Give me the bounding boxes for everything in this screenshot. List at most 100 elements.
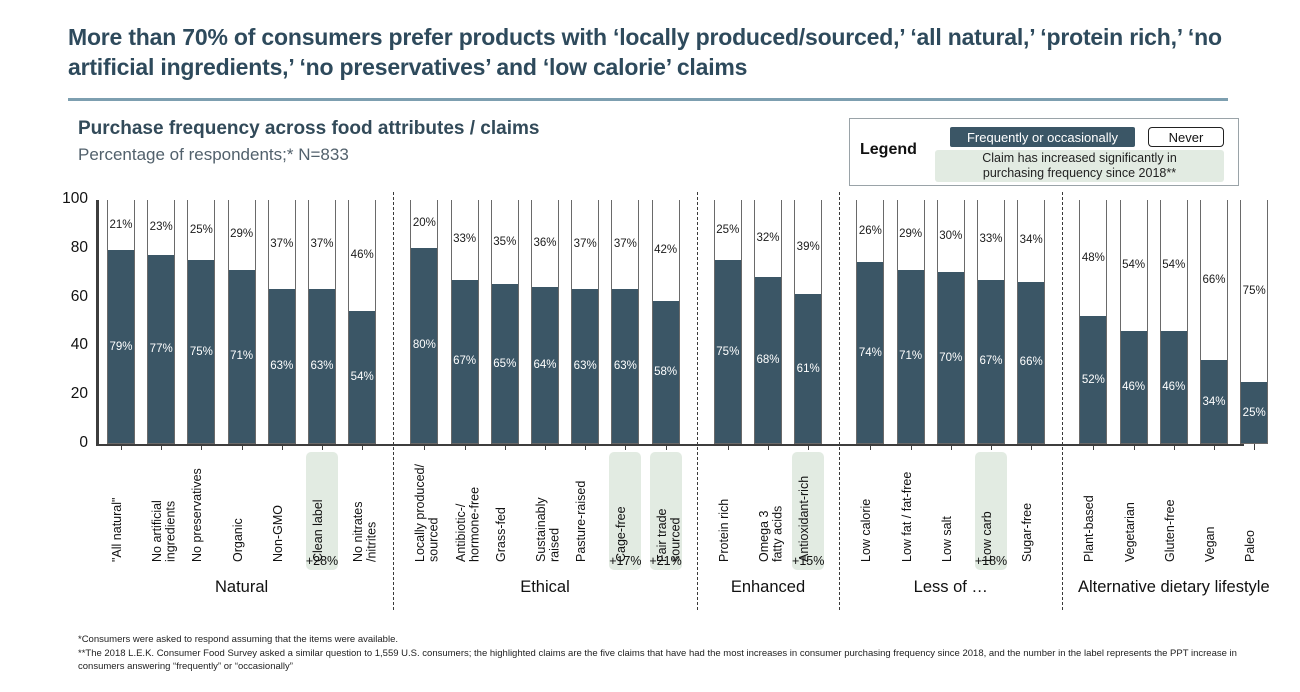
x-axis-category-label: Organic <box>230 518 245 562</box>
stacked-bar[interactable]: 39% 61% <box>794 199 823 444</box>
bar-segment-never: 37% <box>572 199 599 290</box>
group-separator <box>839 192 841 610</box>
bar-segment-never: 34% <box>1018 199 1045 282</box>
x-axis-category-label: Omega 3 fatty acids <box>757 505 785 562</box>
bar-segment-frequently: 46% <box>1120 330 1147 443</box>
bar-segment-never: 33% <box>451 199 478 280</box>
stacked-bar[interactable]: 25% 75% <box>713 199 742 444</box>
stacked-bar[interactable]: 21% 79% <box>107 199 135 444</box>
x-axis-category-label: Cage-free <box>614 506 629 562</box>
x-axis-tick <box>950 444 952 450</box>
y-axis-tick-label: 40 <box>70 336 88 354</box>
bar-segment-never: 29% <box>897 199 924 270</box>
bar-segment-never: 39% <box>795 199 822 295</box>
x-axis-category-label: Pasture-raised <box>574 480 589 562</box>
stacked-bar[interactable]: 34% 66% <box>1017 199 1046 444</box>
x-axis-tick <box>241 444 243 450</box>
bar-segment-frequently: 74% <box>857 262 884 443</box>
x-axis-category-label: No nitrates /nitrites <box>351 501 379 562</box>
legend-highlight-note: Claim has increased significantly in pur… <box>935 150 1224 182</box>
x-axis-category-label: Antibiotic-/ hormone-free <box>453 486 482 562</box>
x-axis-tick <box>1133 444 1135 450</box>
stacked-bar[interactable]: 33% 67% <box>977 199 1005 444</box>
stacked-bar[interactable]: 29% 71% <box>227 199 256 444</box>
bar-segment-never: 33% <box>978 199 1004 280</box>
x-axis-category-label: Clean label <box>311 499 325 562</box>
bar-segment-frequently: 80% <box>411 247 438 443</box>
legend-note-line-2: purchasing frequency since 2018** <box>982 166 1177 180</box>
stacked-bar[interactable]: 35% 65% <box>490 199 519 444</box>
x-axis-tick <box>1173 444 1175 450</box>
x-axis-tick <box>281 444 283 450</box>
stacked-bar[interactable]: 33% 67% <box>450 199 479 444</box>
stacked-bar[interactable]: 36% 64% <box>531 199 559 444</box>
legend-swatch-never: Never <box>1148 127 1224 147</box>
bar-segment-frequently: 25% <box>1241 382 1268 443</box>
highlight-band <box>649 452 682 570</box>
x-axis-tick <box>665 444 667 450</box>
bar-segment-never: 37% <box>612 199 639 290</box>
x-axis-category-label: Non-GMO <box>270 505 285 562</box>
page-headline: More than 70% of consumers prefer produc… <box>68 24 1222 81</box>
stacked-bar[interactable]: 23% 77% <box>147 199 176 444</box>
stacked-bar[interactable]: 75% 25% <box>1240 199 1269 444</box>
bar-segment-never: 37% <box>309 199 335 290</box>
x-axis-category-label: Vegetarian <box>1122 502 1137 562</box>
bar-segment-never: 54% <box>1120 199 1147 331</box>
stacked-bar[interactable]: 48% 52% <box>1079 199 1108 444</box>
stacked-bar[interactable]: 29% 71% <box>896 199 925 444</box>
bar-segment-never: 42% <box>652 199 679 302</box>
bar-segment-frequently: 64% <box>532 286 558 443</box>
bar-segment-never: 32% <box>755 199 781 278</box>
chart-subtitle: Percentage of respondents;* N=833 <box>78 145 349 164</box>
bar-segment-never: 35% <box>491 199 518 285</box>
x-axis-category-label: Plant-based <box>1082 495 1097 562</box>
stacked-bar[interactable]: 54% 46% <box>1119 199 1148 444</box>
x-axis-category-label: Sustainably raised <box>534 497 562 562</box>
stacked-bar[interactable]: 42% 58% <box>651 199 680 444</box>
x-axis-tick <box>1093 444 1095 450</box>
bar-segment-never: 30% <box>937 199 964 273</box>
x-axis-tick <box>585 444 587 450</box>
bar-segment-never: 20% <box>411 199 438 248</box>
x-axis-category-label: Locally produced/ sourced <box>413 464 441 562</box>
stacked-bar[interactable]: 37% 63% <box>267 199 296 444</box>
stacked-bar[interactable]: 32% 68% <box>754 199 782 444</box>
group-separator <box>393 192 395 610</box>
delta-label: +28% <box>305 554 339 568</box>
bar-segment-frequently: 68% <box>755 277 781 443</box>
stacked-bar[interactable]: 37% 63% <box>308 199 336 444</box>
bar-segment-never: 25% <box>714 199 741 260</box>
x-axis-category-label: Protein rich <box>716 498 731 562</box>
delta-label: +18% <box>974 554 1008 568</box>
bar-segment-frequently: 70% <box>937 272 964 443</box>
stacked-bar[interactable]: 30% 70% <box>936 199 965 444</box>
x-axis-category-label: Vegan <box>1203 526 1217 562</box>
bar-segment-frequently: 61% <box>795 294 822 443</box>
stacked-bar[interactable]: 37% 63% <box>571 199 600 444</box>
bar-segment-never: 54% <box>1160 199 1187 331</box>
stacked-bar[interactable]: 37% 63% <box>611 199 640 444</box>
stacked-bar[interactable]: 54% 46% <box>1159 199 1188 444</box>
x-axis-tick <box>1214 444 1215 450</box>
stacked-bar[interactable]: 20% 80% <box>410 199 439 444</box>
stacked-bar[interactable]: 66% 34% <box>1200 199 1228 444</box>
group-label: Ethical <box>520 578 570 596</box>
bar-segment-frequently: 71% <box>228 269 255 443</box>
bar-segment-frequently: 67% <box>978 279 1004 443</box>
bar-segment-never: 66% <box>1201 199 1227 361</box>
stacked-bar[interactable]: 26% 74% <box>856 199 885 444</box>
footnote-2: **The 2018 L.E.K. Consumer Food Survey a… <box>78 647 1237 673</box>
highlight-band <box>306 452 338 570</box>
group-label: Natural <box>214 578 269 596</box>
bar-segment-frequently: 79% <box>108 250 134 443</box>
bar-segment-frequently: 63% <box>309 289 335 443</box>
x-axis-tick <box>464 444 466 450</box>
x-axis-category-label: Gluten-free <box>1162 499 1177 562</box>
y-axis-tick-label: 20 <box>70 385 88 403</box>
stacked-bar[interactable]: 46% 54% <box>348 199 377 444</box>
stacked-bar[interactable]: 25% 75% <box>187 199 216 444</box>
highlight-band <box>609 452 642 570</box>
bar-segment-frequently: 77% <box>148 255 175 443</box>
x-axis-tick <box>504 444 506 450</box>
